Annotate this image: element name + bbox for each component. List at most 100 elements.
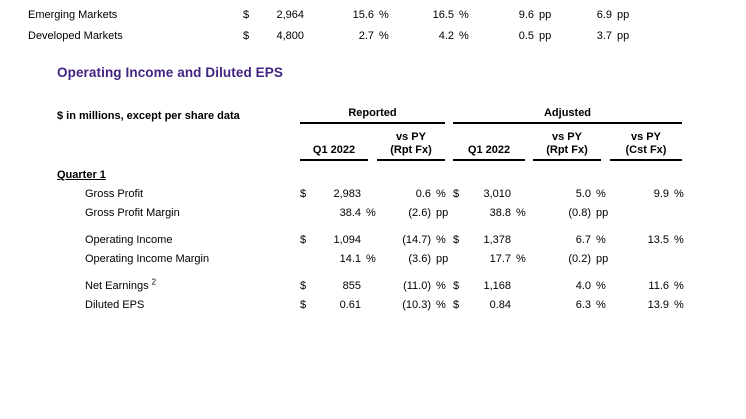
table-row-operating-income-margin: Operating Income Margin 14.1 % (3.6) pp …: [57, 250, 691, 269]
cell-value: 15.6: [352, 9, 374, 21]
cell-value: 13.9: [647, 299, 669, 311]
operating-income-table: $ in millions, except per share data Rep…: [57, 104, 691, 315]
column-header-line2: Q1 2022: [467, 144, 511, 156]
cell-unit: %: [674, 234, 684, 246]
footnote-marker: 2: [151, 277, 157, 287]
section-title: Operating Income and Diluted EPS: [57, 65, 283, 80]
row-label: Diluted EPS: [85, 299, 145, 311]
currency-symbol: $: [453, 234, 460, 246]
column-gap: [525, 124, 533, 161]
cell-unit: %: [674, 188, 684, 200]
cell-value: 2.7: [358, 30, 374, 42]
cell-unit: pp: [436, 253, 449, 265]
cell-unit: pp: [596, 253, 609, 265]
table-group-header-row: $ in millions, except per share data Rep…: [57, 104, 691, 124]
cell-value: 1,168: [483, 280, 511, 292]
column-header-line2: Q1 2022: [312, 144, 356, 156]
column-header-vspy-cstfx-adjusted: vs PY (Cst Fx): [610, 124, 682, 161]
column-header-line2: (Rpt Fx): [546, 144, 588, 156]
cell-value: 6.3: [575, 299, 591, 311]
cell-unit: %: [436, 234, 446, 246]
currency-symbol: $: [300, 280, 307, 292]
row-label-text: Net Earnings: [85, 280, 149, 292]
cell-value: 2,964: [276, 9, 304, 21]
cell-unit: %: [596, 280, 606, 292]
cell-unit: pp: [539, 9, 552, 21]
cell-unit: %: [516, 253, 526, 265]
column-gap: [445, 124, 453, 161]
row-label: Operating Income Margin: [85, 253, 210, 265]
cell-value: (0.8): [568, 207, 591, 219]
cell-unit: %: [366, 253, 376, 265]
cell-unit: %: [596, 299, 606, 311]
cell-value: 6.7: [575, 234, 591, 246]
cell-unit: %: [379, 9, 389, 21]
cell-value: 2,983: [333, 188, 361, 200]
column-header-line2: (Cst Fx): [625, 144, 667, 156]
quarter-label: Quarter 1: [57, 169, 106, 181]
column-header-line1: vs PY: [552, 131, 582, 143]
quarter-section-row: Quarter 1: [57, 165, 691, 185]
cell-value: (14.7): [402, 234, 431, 246]
cell-value: 11.6: [648, 280, 669, 292]
table-row-diluted-eps: Diluted EPS $ 0.61 (10.3) % $ 0.84 6.3 %…: [57, 296, 691, 315]
cell-value: 3,010: [483, 188, 511, 200]
cell-value: 4.2: [438, 30, 454, 42]
cell-unit: %: [459, 9, 469, 21]
cell-value: 9.9: [653, 188, 669, 200]
cell-value: 0.84: [489, 299, 511, 311]
cell-value: 855: [342, 280, 361, 292]
row-label: Net Earnings 2: [57, 277, 300, 296]
row-label: Developed Markets: [28, 30, 123, 42]
table-row: Developed Markets $ 4,800 2.7 % 4.2 % 0.…: [0, 26, 746, 47]
cell-unit: pp: [539, 30, 552, 42]
row-label: Emerging Markets: [28, 9, 118, 21]
cell-value: (0.2): [568, 253, 591, 265]
cell-value: 14.1: [339, 253, 361, 265]
cell-unit: %: [674, 299, 684, 311]
cell-value: 0.61: [339, 299, 361, 311]
cell-value: 13.5: [647, 234, 669, 246]
column-header-q1-2022-adjusted: Q1 2022: [453, 124, 525, 161]
column-header-vspy-rptfx-adjusted: vs PY (Rpt Fx): [533, 124, 601, 161]
currency-symbol: $: [300, 299, 307, 311]
column-gap: [368, 124, 377, 161]
cell-value: (11.0): [403, 280, 431, 292]
cell-unit: %: [436, 299, 446, 311]
cell-unit: %: [379, 30, 389, 42]
cell-unit: pp: [596, 207, 609, 219]
cell-unit: %: [596, 234, 606, 246]
cell-unit: pp: [436, 207, 449, 219]
cell-unit: %: [516, 207, 526, 219]
column-header-q1-2022-reported: Q1 2022: [300, 124, 368, 161]
units-note: $ in millions, except per share data: [57, 110, 240, 122]
cell-value: 9.6: [518, 9, 534, 21]
column-header-vspy-rptfx-reported: vs PY (Rpt Fx): [377, 124, 445, 161]
cell-value: 0.6: [415, 188, 431, 200]
cell-unit: %: [436, 280, 446, 292]
currency-symbol: $: [453, 299, 460, 311]
currency-symbol: $: [453, 280, 460, 292]
row-label: Operating Income: [85, 234, 173, 246]
table-row-net-earnings: Net Earnings 2 $ 855 (11.0) % $ 1,168 4.…: [57, 277, 691, 296]
cell-value: 6.9: [596, 9, 612, 21]
cell-value: 0.5: [518, 30, 534, 42]
column-header-line1: vs PY: [631, 131, 661, 143]
currency-symbol: $: [243, 9, 250, 21]
cell-unit: %: [436, 188, 446, 200]
cell-value: 38.8: [489, 207, 511, 219]
cell-value: (2.6): [408, 207, 431, 219]
cell-value: 16.5: [432, 9, 454, 21]
cell-unit: pp: [617, 30, 630, 42]
segment-sales-partial-table: Emerging Markets $ 2,964 15.6 % 16.5 % 9…: [0, 0, 746, 47]
cell-unit: %: [459, 30, 469, 42]
cell-unit: %: [674, 280, 684, 292]
group-header-reported: Reported: [300, 104, 445, 124]
row-label: Gross Profit Margin: [85, 207, 180, 219]
table-row-gross-profit: Gross Profit $ 2,983 0.6 % $ 3,010 5.0 %…: [57, 185, 691, 204]
table-row: Emerging Markets $ 2,964 15.6 % 16.5 % 9…: [0, 5, 746, 26]
table-row-gross-profit-margin: Gross Profit Margin 38.4 % (2.6) pp 38.8…: [57, 204, 691, 223]
cell-value: 4.0: [575, 280, 591, 292]
table-column-header-row: Q1 2022 vs PY (Rpt Fx) Q1 2022 vs PY (Rp…: [300, 124, 691, 161]
